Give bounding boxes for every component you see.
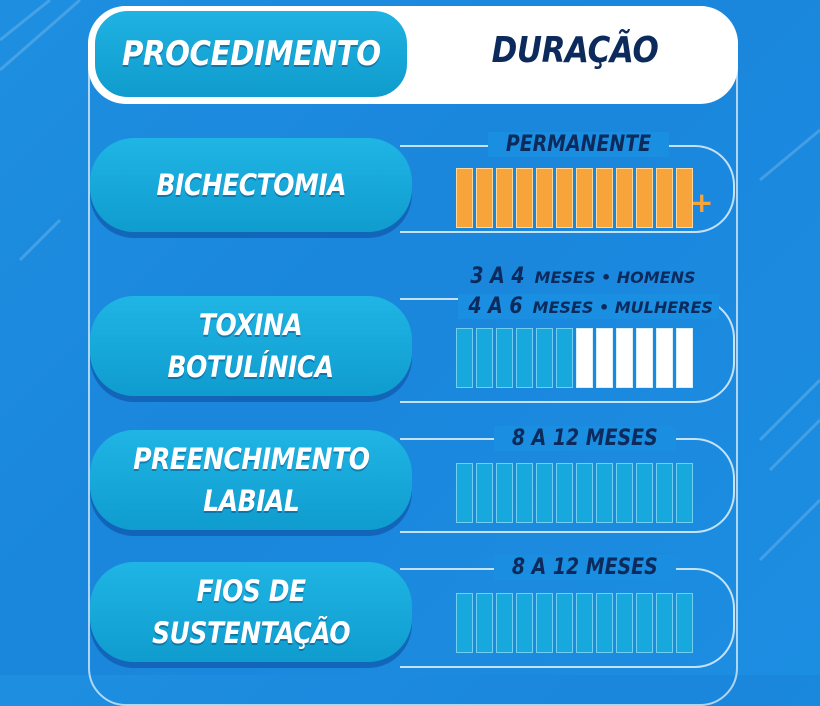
duration-bar-filled <box>616 463 633 523</box>
duration-label-women: 4 A 6 MESES • MULHERES <box>458 294 719 319</box>
duration-bar-empty <box>596 328 613 388</box>
procedure-pill-fios: FIOS DE SUSTENTAÇÃO <box>90 562 412 662</box>
duration-bar-filled <box>516 168 533 228</box>
duration-women-unit: MESES • MULHERES <box>532 298 713 317</box>
header-procedure-pill: PROCEDIMENTO <box>92 8 410 100</box>
duration-bar-empty <box>616 328 633 388</box>
duration-bar-filled <box>456 328 473 388</box>
plus-icon: + <box>690 186 714 219</box>
duration-bar-filled <box>516 463 533 523</box>
duration-bar-empty <box>636 328 653 388</box>
duration-men-unit: MESES • HOMENS <box>534 268 696 287</box>
duration-bar-filled <box>456 463 473 523</box>
duration-bars-preenchimento <box>456 463 693 523</box>
duration-bar-filled <box>676 463 693 523</box>
duration-bar-filled <box>596 463 613 523</box>
procedure-name-line1: TOXINA <box>199 308 303 342</box>
duration-bar-filled <box>476 463 493 523</box>
procedure-name-line2: BOTULÍNICA <box>167 350 335 384</box>
duration-bar-filled <box>476 168 493 228</box>
procedure-name: BICHECTOMIA <box>156 168 346 202</box>
duration-label-preenchimento: 8 A 12 MESES <box>494 426 676 451</box>
duration-bar-filled <box>516 593 533 653</box>
procedure-name-line1: PREENCHIMENTO <box>132 442 370 476</box>
procedure-pill-preenchimento: PREENCHIMENTO LABIAL <box>90 430 412 530</box>
duration-bar-filled <box>656 593 673 653</box>
duration-bar-filled <box>496 593 513 653</box>
duration-text: PERMANENTE <box>505 132 652 157</box>
duration-bar-filled <box>596 593 613 653</box>
duration-bar-filled <box>676 168 693 228</box>
duration-label-bichectomia: PERMANENTE <box>488 132 669 157</box>
duration-bar-filled <box>536 463 553 523</box>
duration-label-men: 3 A 4 MESES • HOMENS <box>460 264 702 289</box>
duration-bar-filled <box>576 463 593 523</box>
duration-bar-filled <box>516 328 533 388</box>
duration-bar-empty <box>576 328 593 388</box>
duration-bar-filled <box>656 463 673 523</box>
duration-bar-filled <box>496 168 513 228</box>
duration-bar-filled <box>476 593 493 653</box>
duration-bar-filled <box>576 593 593 653</box>
duration-bars-bichectomia <box>456 168 693 228</box>
duration-bar-filled <box>556 328 573 388</box>
duration-bar-filled <box>556 593 573 653</box>
duration-bar-filled <box>456 593 473 653</box>
duration-bar-filled <box>536 593 553 653</box>
header-duration-label: DURAÇÃO <box>491 30 659 71</box>
duration-bar-filled <box>556 463 573 523</box>
duration-bar-filled <box>636 463 653 523</box>
header-procedure-label: PROCEDIMENTO <box>121 34 381 74</box>
duration-bar-filled <box>656 168 673 228</box>
duration-bar-filled <box>636 168 653 228</box>
duration-bar-filled <box>576 168 593 228</box>
duration-bars-fios <box>456 593 693 653</box>
duration-bar-filled <box>476 328 493 388</box>
duration-bar-filled <box>536 168 553 228</box>
procedure-pill-toxina: TOXINA BOTULÍNICA <box>90 296 412 396</box>
duration-bar-filled <box>676 593 693 653</box>
duration-bar-filled <box>496 463 513 523</box>
duration-bar-filled <box>616 593 633 653</box>
duration-bar-filled <box>536 328 553 388</box>
procedure-name-line2: SUSTENTAÇÃO <box>151 616 351 650</box>
duration-bar-empty <box>676 328 693 388</box>
procedure-pill-bichectomia: BICHECTOMIA <box>90 138 412 232</box>
procedure-name-line2: LABIAL <box>202 484 300 518</box>
duration-bar-filled <box>636 593 653 653</box>
duration-bar-filled <box>456 168 473 228</box>
duration-text: 8 A 12 MESES <box>511 555 658 580</box>
duration-bar-filled <box>496 328 513 388</box>
procedure-name-line1: FIOS DE <box>196 574 306 608</box>
duration-bar-filled <box>596 168 613 228</box>
duration-bar-filled <box>616 168 633 228</box>
duration-men-range: 3 A 4 <box>470 264 525 289</box>
duration-bars-toxina <box>456 328 693 388</box>
duration-label-fios: 8 A 12 MESES <box>494 555 676 580</box>
duration-text: 8 A 12 MESES <box>511 426 658 451</box>
duration-bar-filled <box>556 168 573 228</box>
duration-women-range: 4 A 6 <box>468 294 523 319</box>
duration-bar-empty <box>656 328 673 388</box>
